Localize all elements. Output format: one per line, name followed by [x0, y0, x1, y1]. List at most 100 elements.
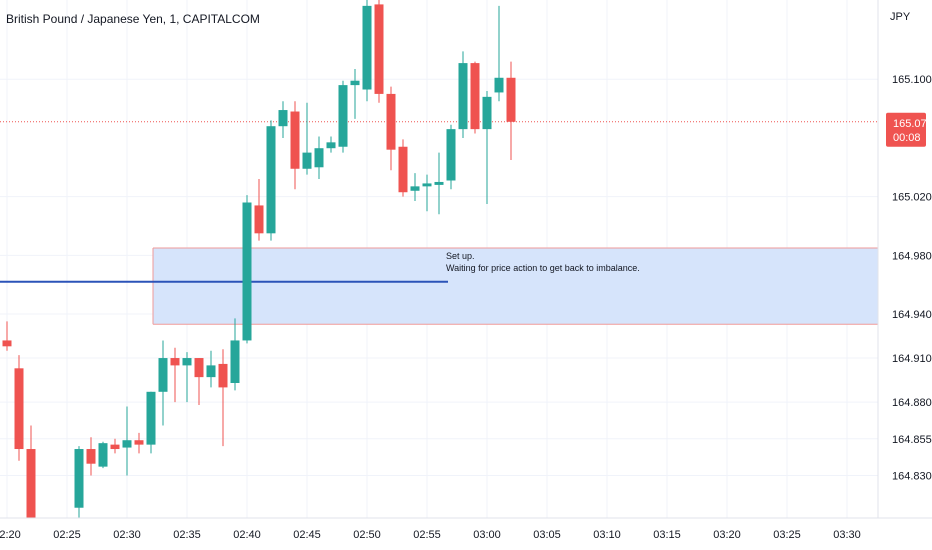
currency-label: JPY	[890, 11, 911, 23]
candle	[146, 391, 156, 454]
time-tick-label: 03:05	[533, 529, 561, 541]
candle-body	[458, 63, 468, 130]
annotation-line-1: Set up.	[446, 251, 475, 261]
candle	[170, 347, 180, 403]
time-tick-label: 02:50	[353, 529, 381, 541]
candle-body	[254, 205, 264, 234]
time-tick-label: 02:20	[0, 529, 21, 541]
last-price-tag-bg	[886, 112, 926, 147]
price-tick-label: 164.855	[892, 434, 932, 446]
candle-body	[386, 93, 396, 150]
candle	[422, 174, 432, 212]
candle	[2, 321, 12, 351]
candle	[446, 124, 456, 190]
price-axis-ticks: 165.100 165.020 164.980 164.940 164.910 164.8…	[892, 74, 932, 482]
candle	[386, 86, 396, 171]
candle-body	[278, 110, 288, 127]
time-tick-label: 02:40	[233, 529, 261, 541]
time-tick-label: 03:15	[653, 529, 681, 541]
candle	[326, 136, 336, 153]
candle	[194, 358, 204, 406]
candle	[134, 432, 144, 454]
candle-body	[170, 358, 180, 366]
candle	[410, 173, 420, 202]
candles	[2, 0, 516, 538]
candle-body	[206, 365, 216, 378]
candle-body	[374, 4, 384, 94]
time-tick-label: 02:35	[173, 529, 201, 541]
time-tick-label: 03:30	[833, 529, 861, 541]
candle-body	[290, 111, 300, 169]
time-axis[interactable]	[0, 518, 932, 550]
candle	[482, 90, 492, 204]
candle-body	[482, 96, 492, 130]
candle	[374, 0, 384, 103]
time-tick-label: 03:25	[773, 529, 801, 541]
candle-body	[218, 363, 228, 388]
candle-body	[98, 443, 108, 467]
candle-body	[134, 440, 144, 445]
candle-body	[338, 85, 348, 147]
candle	[74, 446, 84, 520]
candle-body	[26, 449, 36, 535]
candle-body	[86, 449, 96, 464]
price-tick-label: 164.940	[892, 309, 932, 321]
candle	[242, 195, 252, 344]
candle-body	[122, 440, 132, 448]
candle	[182, 352, 192, 403]
candle	[302, 102, 312, 175]
candle	[86, 437, 96, 476]
candle	[218, 349, 228, 447]
candle	[158, 340, 168, 426]
candle-body	[2, 340, 12, 347]
imbalance-zone[interactable]	[152, 247, 885, 325]
candle	[314, 136, 324, 180]
candle	[470, 61, 480, 134]
time-tick-label: 03:00	[473, 529, 501, 541]
candle-body	[230, 340, 240, 383]
candle	[434, 152, 444, 215]
candle	[98, 441, 108, 469]
candle-body	[398, 146, 408, 193]
candle	[254, 179, 264, 241]
candle-body	[110, 444, 120, 450]
annotation[interactable]: Set up. Waiting for price action to get …	[446, 251, 640, 273]
time-axis-ticks: 02:20 02:25 02:30 02:35 02:40 02:45 02:50 02:55…	[0, 529, 861, 541]
candle-body	[506, 77, 516, 122]
time-tick-label: 02:30	[113, 529, 141, 541]
candle-body	[470, 63, 480, 130]
candle-body	[326, 142, 336, 149]
last-price-value: 165.071	[893, 118, 932, 130]
time-tick-label: 03:20	[713, 529, 741, 541]
time-tick-label: 03:10	[593, 529, 621, 541]
candle-body	[266, 126, 276, 234]
candle	[506, 61, 516, 160]
candle-body	[158, 358, 168, 392]
last-price-tag: 165.071 00:08	[886, 112, 932, 147]
price-tick-label: 164.880	[892, 397, 932, 409]
price-axis[interactable]	[878, 0, 932, 550]
candle	[350, 68, 360, 119]
candle-body	[194, 358, 204, 378]
candle-body	[422, 183, 432, 187]
candle	[290, 101, 300, 190]
candle	[206, 350, 216, 388]
candle-body	[446, 129, 456, 181]
candle-body	[242, 202, 252, 341]
price-tick-label: 165.100	[892, 74, 932, 86]
candle	[398, 139, 408, 197]
zone-rect[interactable]	[153, 247, 885, 325]
candle-body	[410, 186, 420, 191]
candle-body	[14, 368, 24, 450]
price-tick-label: 164.980	[892, 250, 932, 262]
candle	[230, 318, 240, 391]
chart-title: British Pound / Japanese Yen, 1, CAPITAL…	[6, 12, 260, 26]
time-tick-label: 02:25	[53, 529, 81, 541]
candle-body	[494, 77, 504, 93]
candle-body	[182, 358, 192, 366]
candle-body	[302, 152, 312, 169]
candle	[266, 120, 276, 241]
time-tick-label: 02:55	[413, 529, 441, 541]
candle-body	[434, 181, 444, 185]
